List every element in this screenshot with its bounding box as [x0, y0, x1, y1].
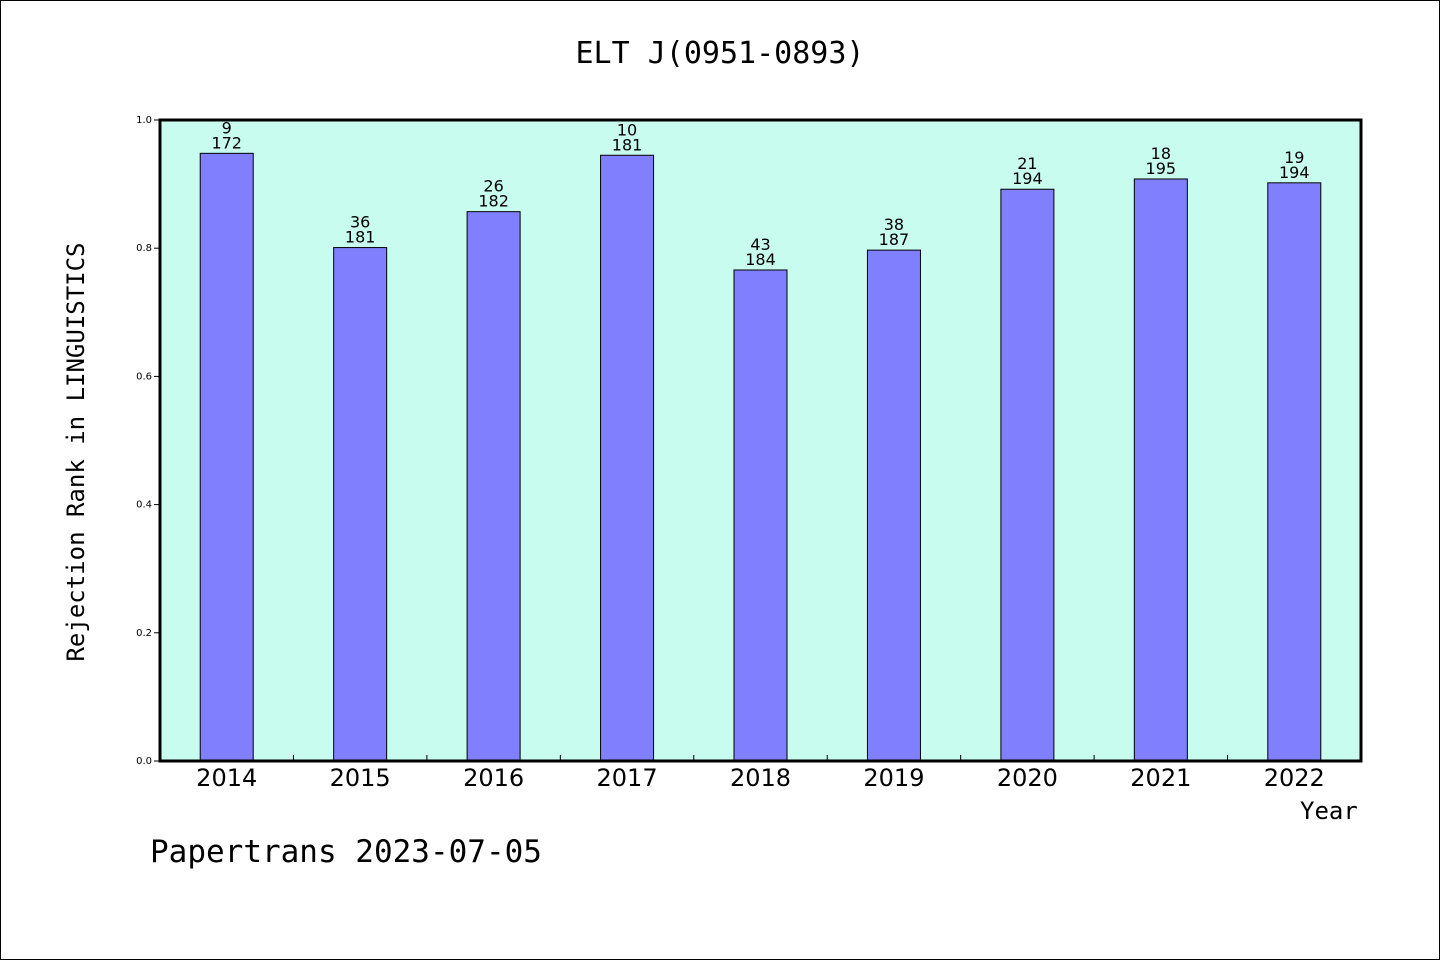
y-tick-label: 0.4	[136, 500, 152, 511]
bar-label-rank: 21	[1017, 154, 1037, 173]
x-tick-label: 2016	[463, 764, 524, 792]
x-axis-label: Year	[1300, 797, 1358, 825]
x-tick-label: 2014	[196, 764, 257, 792]
x-tick-label: 2015	[330, 764, 391, 792]
bar	[199, 152, 254, 762]
bar-label-rank: 38	[884, 215, 904, 234]
bar-label-total: 194	[1012, 169, 1043, 188]
bar-label-total: 195	[1146, 159, 1177, 178]
bar-label-rank: 36	[350, 213, 370, 232]
bar-label-rank: 10	[617, 120, 637, 139]
bar-label-total: 184	[745, 250, 776, 269]
x-tick-label: 2017	[597, 764, 658, 792]
bar-label-rank: 9	[222, 118, 232, 137]
y-tick-label: 0.8	[136, 243, 152, 254]
bar	[733, 269, 788, 762]
bar-label-total: 181	[612, 135, 643, 154]
y-tick-label: 1.0	[136, 115, 152, 126]
x-tick-label: 2019	[863, 764, 924, 792]
bar	[333, 247, 388, 762]
bar	[1267, 182, 1322, 762]
bar-label-rank: 26	[483, 177, 503, 196]
bar-label-rank: 43	[750, 235, 770, 254]
bar-label-total: 182	[478, 192, 509, 211]
bar-label-total: 194	[1279, 163, 1310, 182]
bar	[466, 211, 521, 762]
x-tick-label: 2021	[1130, 764, 1191, 792]
footer-text: Papertrans 2023-07-05	[150, 834, 542, 870]
x-tick-label: 2018	[730, 764, 791, 792]
y-tick-label: 0.2	[136, 628, 152, 639]
x-tick-label: 2022	[1264, 764, 1325, 792]
bar-label-total: 187	[879, 230, 910, 249]
plot-border	[158, 118, 1363, 763]
bar-label-total: 181	[345, 228, 376, 247]
bar-label-rank: 19	[1284, 148, 1304, 167]
bar	[600, 154, 655, 762]
bar	[866, 249, 921, 762]
bar-label-rank: 18	[1151, 144, 1171, 163]
bar	[1133, 178, 1188, 762]
y-tick-label: 0.6	[136, 371, 152, 382]
x-tick-label: 2020	[997, 764, 1058, 792]
bar-label-total: 172	[211, 133, 242, 152]
chart-title: ELT J(0951-0893)	[575, 36, 865, 71]
bar	[1000, 188, 1055, 762]
y-tick-label: 0.0	[136, 756, 152, 767]
